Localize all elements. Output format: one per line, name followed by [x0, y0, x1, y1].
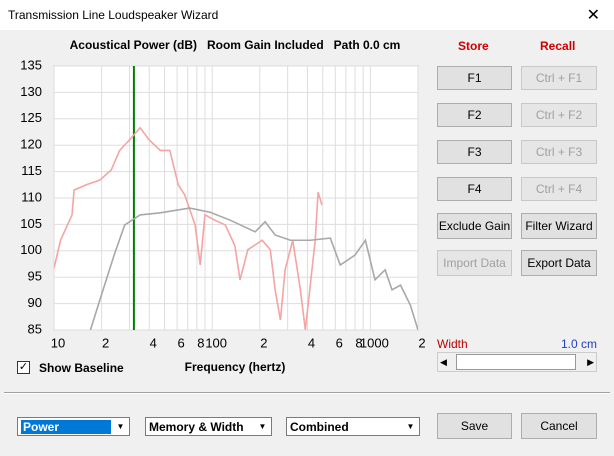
- recall-button: Ctrl + F2: [521, 103, 597, 127]
- x-tick-label: 10: [51, 335, 65, 350]
- response-curve: [54, 126, 323, 330]
- y-tick-label: 85: [28, 321, 42, 336]
- width-label: Width: [437, 337, 468, 351]
- y-tick-label: 115: [21, 163, 42, 178]
- recall-button: Ctrl + F3: [521, 140, 597, 164]
- x-tick-label: 6: [177, 335, 184, 350]
- scroll-thumb[interactable]: [456, 354, 576, 370]
- y-tick-label: 125: [20, 110, 42, 125]
- dropdown-text: Memory & Width: [149, 419, 244, 434]
- recall-button: Ctrl + F1: [521, 66, 597, 90]
- y-tick-label: 120: [20, 137, 42, 152]
- store-button[interactable]: F1: [437, 66, 512, 90]
- x-tick-label: 8: [197, 335, 204, 350]
- store-button[interactable]: F3: [437, 140, 512, 164]
- y-tick-label: 105: [20, 216, 42, 231]
- x-tick-label: 2: [418, 335, 425, 350]
- x-axis-label: Frequency (hertz): [185, 360, 286, 374]
- x-tick-label: 4: [308, 335, 315, 350]
- export-data-button[interactable]: Export Data: [521, 250, 597, 276]
- y-tick-label: 95: [28, 269, 42, 284]
- y-tick-label: 110: [21, 189, 42, 204]
- store-button[interactable]: F4: [437, 177, 512, 201]
- store-button[interactable]: F2: [437, 103, 512, 127]
- window-title: Transmission Line Loudspeaker Wizard: [8, 8, 219, 22]
- width-value: 1.0 cm: [560, 337, 597, 351]
- x-tick-label: 6: [336, 335, 343, 350]
- x-tick-label: 1000: [360, 335, 389, 350]
- width-scrollbar[interactable]: ◀ ▶: [437, 352, 597, 372]
- y-tick-label: 130: [20, 84, 42, 99]
- y-tick-label: 100: [20, 242, 42, 257]
- x-tick-label: 8: [355, 335, 362, 350]
- mode-dropdown[interactable]: Power ▼: [17, 417, 130, 436]
- x-tick-label: 2: [260, 335, 267, 350]
- response-curve: [89, 207, 418, 330]
- checkbox-label[interactable]: Show Baseline: [39, 361, 124, 375]
- close-button[interactable]: ✕: [586, 7, 600, 24]
- recall-label: Recall: [540, 39, 576, 53]
- dropdown-text: Combined: [290, 419, 349, 434]
- chart-title: Acoustical Power (dB) Room Gain Included…: [70, 38, 401, 52]
- x-tick-label: 4: [150, 335, 157, 350]
- y-tick-label: 135: [20, 57, 42, 72]
- title-bar: Transmission Line Loudspeaker Wizard ✕: [0, 0, 614, 30]
- import-data-button: Import Data: [437, 250, 512, 276]
- store-label: Store: [458, 39, 489, 53]
- y-tick-label: 90: [28, 295, 42, 310]
- filter-wizard-button[interactable]: Filter Wizard: [521, 213, 597, 239]
- cancel-button[interactable]: Cancel: [521, 413, 597, 439]
- save-button[interactable]: Save: [437, 413, 512, 439]
- x-tick-label: 100: [205, 335, 227, 350]
- separator: [4, 392, 610, 394]
- x-tick-label: 2: [102, 335, 109, 350]
- exclude-gain-button[interactable]: Exclude Gain: [437, 213, 512, 239]
- memory-dropdown[interactable]: Memory & Width ▼: [145, 417, 272, 436]
- dropdown-text: Power: [21, 419, 111, 434]
- recall-button: Ctrl + F4: [521, 177, 597, 201]
- combine-dropdown[interactable]: Combined ▼: [286, 417, 420, 436]
- baseline-checkbox[interactable]: ✓: [17, 361, 30, 374]
